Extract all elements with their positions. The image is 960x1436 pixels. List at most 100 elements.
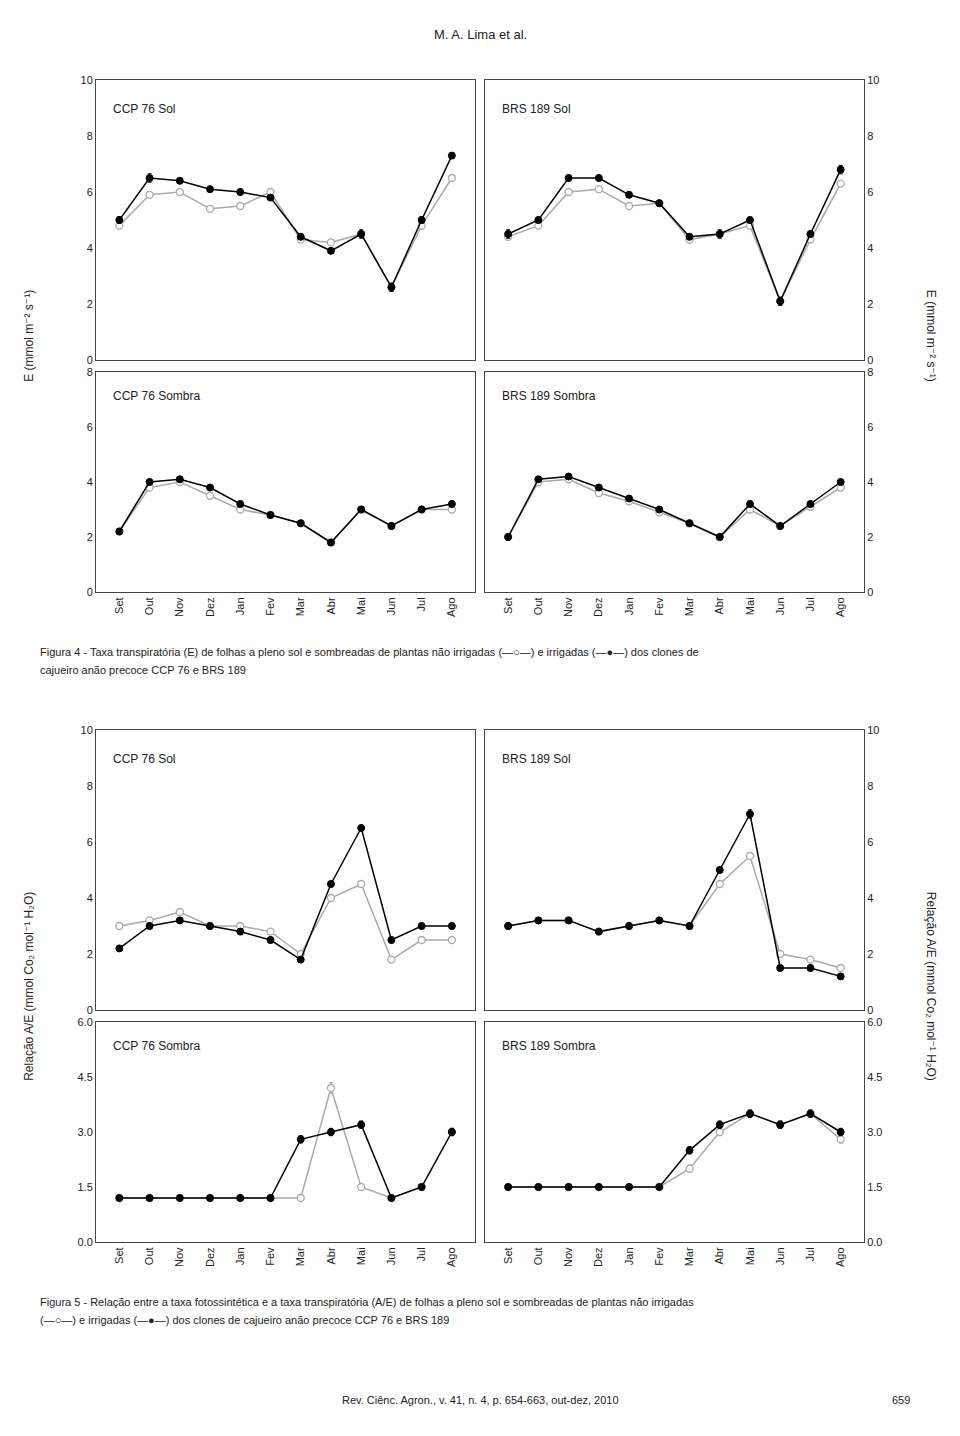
svg-text:E (mmol m⁻² s⁻¹): E (mmol m⁻² s⁻¹) xyxy=(22,290,36,382)
svg-text:Jan: Jan xyxy=(234,597,246,615)
svg-text:Relação A/E (mmol Co₂ mol⁻¹ H₂: Relação A/E (mmol Co₂ mol⁻¹ H₂O) xyxy=(924,892,938,1081)
svg-text:Nov: Nov xyxy=(562,597,574,617)
svg-text:Figura 4 - Taxa transpiratória: Figura 4 - Taxa transpiratória (E) de fo… xyxy=(40,646,699,658)
svg-text:Figura 5 - Relação entre a tax: Figura 5 - Relação entre a taxa fotossin… xyxy=(40,1296,694,1308)
svg-text:Dez: Dez xyxy=(592,1247,604,1267)
svg-text:Jul: Jul xyxy=(415,1247,427,1261)
svg-text:Abr: Abr xyxy=(325,1247,337,1264)
svg-text:Set: Set xyxy=(113,1247,125,1264)
svg-text:Mar: Mar xyxy=(683,1247,695,1266)
svg-text:Fev: Fev xyxy=(653,1247,665,1266)
svg-text:1.5: 1.5 xyxy=(867,1181,882,1193)
svg-text:Jun: Jun xyxy=(385,597,397,615)
svg-text:Ago: Ago xyxy=(834,597,846,617)
svg-text:2: 2 xyxy=(87,298,93,310)
svg-text:4.5: 4.5 xyxy=(78,1071,93,1083)
svg-text:4: 4 xyxy=(87,892,93,904)
svg-text:6: 6 xyxy=(87,186,93,198)
svg-text:Out: Out xyxy=(532,597,544,615)
svg-text:BRS 189 Sombra: BRS 189 Sombra xyxy=(502,389,596,403)
svg-text:CCP 76 Sol: CCP 76 Sol xyxy=(113,752,175,766)
svg-text:Jun: Jun xyxy=(774,597,786,615)
svg-text:cajueiro anão precoce CCP 76 e: cajueiro anão precoce CCP 76 e BRS 189 xyxy=(40,664,246,676)
svg-text:659: 659 xyxy=(892,1394,910,1406)
svg-text:8: 8 xyxy=(87,366,93,378)
svg-text:Nov: Nov xyxy=(173,1247,185,1267)
svg-text:6: 6 xyxy=(87,836,93,848)
svg-text:Jun: Jun xyxy=(774,1247,786,1265)
svg-text:Jun: Jun xyxy=(385,1247,397,1265)
svg-text:0: 0 xyxy=(87,354,93,366)
svg-text:Jan: Jan xyxy=(623,597,635,615)
svg-text:2: 2 xyxy=(867,531,873,543)
svg-text:Mar: Mar xyxy=(294,597,306,616)
svg-text:6: 6 xyxy=(867,421,873,433)
svg-text:3.0: 3.0 xyxy=(78,1126,93,1138)
svg-text:8: 8 xyxy=(867,130,873,142)
svg-text:2: 2 xyxy=(87,948,93,960)
svg-text:Dez: Dez xyxy=(204,597,216,617)
svg-text:8: 8 xyxy=(87,780,93,792)
svg-text:Set: Set xyxy=(113,597,125,614)
svg-text:Set: Set xyxy=(502,1247,514,1264)
svg-text:Dez: Dez xyxy=(592,597,604,617)
svg-text:4: 4 xyxy=(867,476,873,488)
svg-text:Fev: Fev xyxy=(264,597,276,616)
svg-text:Jan: Jan xyxy=(623,1247,635,1265)
svg-text:0: 0 xyxy=(867,586,873,598)
svg-text:Mar: Mar xyxy=(294,1247,306,1266)
svg-text:Dez: Dez xyxy=(204,1247,216,1267)
svg-text:Abr: Abr xyxy=(713,597,725,614)
svg-text:Mai: Mai xyxy=(355,1247,367,1265)
svg-text:8: 8 xyxy=(87,130,93,142)
svg-text:Mai: Mai xyxy=(744,597,756,615)
svg-text:8: 8 xyxy=(867,366,873,378)
svg-text:4: 4 xyxy=(867,242,873,254)
svg-text:0.0: 0.0 xyxy=(78,1236,93,1248)
svg-text:6.0: 6.0 xyxy=(867,1016,882,1028)
svg-text:CCP 76 Sombra: CCP 76 Sombra xyxy=(113,389,200,403)
svg-text:Mar: Mar xyxy=(683,597,695,616)
svg-text:Abr: Abr xyxy=(325,597,337,614)
svg-text:1.5: 1.5 xyxy=(78,1181,93,1193)
svg-text:BRS 189 Sol: BRS 189 Sol xyxy=(502,752,571,766)
svg-text:4: 4 xyxy=(87,476,93,488)
svg-text:Ago: Ago xyxy=(445,1247,457,1267)
svg-text:Jul: Jul xyxy=(804,1247,816,1261)
svg-text:CCP 76 Sombra: CCP 76 Sombra xyxy=(113,1039,200,1053)
svg-text:Nov: Nov xyxy=(173,597,185,617)
svg-text:Fev: Fev xyxy=(264,1247,276,1266)
svg-text:2: 2 xyxy=(867,298,873,310)
svg-text:10: 10 xyxy=(81,724,93,736)
svg-text:6: 6 xyxy=(87,421,93,433)
svg-text:Ago: Ago xyxy=(834,1247,846,1267)
svg-text:E (mmol m⁻² s⁻¹): E (mmol m⁻² s⁻¹) xyxy=(924,290,938,382)
svg-text:Set: Set xyxy=(502,597,514,614)
svg-text:Abr: Abr xyxy=(713,1247,725,1264)
svg-text:Jan: Jan xyxy=(234,1247,246,1265)
svg-text:Mai: Mai xyxy=(744,1247,756,1265)
svg-text:Out: Out xyxy=(143,597,155,615)
svg-text:0: 0 xyxy=(87,586,93,598)
svg-text:3.0: 3.0 xyxy=(867,1126,882,1138)
svg-text:10: 10 xyxy=(81,74,93,86)
svg-text:Out: Out xyxy=(143,1247,155,1265)
svg-text:Fev: Fev xyxy=(653,597,665,616)
svg-text:Jul: Jul xyxy=(415,597,427,611)
svg-text:2: 2 xyxy=(87,531,93,543)
svg-text:4: 4 xyxy=(867,892,873,904)
svg-text:10: 10 xyxy=(867,74,879,86)
svg-text:6.0: 6.0 xyxy=(78,1016,93,1028)
svg-text:0: 0 xyxy=(867,354,873,366)
svg-text:Mai: Mai xyxy=(355,597,367,615)
svg-text:(—○—) e irrigadas (—●—) dos cl: (—○—) e irrigadas (—●—) dos clones de ca… xyxy=(40,1314,449,1326)
svg-text:2: 2 xyxy=(867,948,873,960)
svg-text:CCP 76 Sol: CCP 76 Sol xyxy=(113,102,175,116)
svg-text:6: 6 xyxy=(867,836,873,848)
svg-text:M. A. Lima et al.: M. A. Lima et al. xyxy=(434,27,527,42)
svg-text:0: 0 xyxy=(867,1004,873,1016)
svg-text:Relação A/E (mmol Co₂ mol⁻¹ H₂: Relação A/E (mmol Co₂ mol⁻¹ H₂O) xyxy=(22,892,36,1081)
svg-text:0: 0 xyxy=(87,1004,93,1016)
svg-text:6: 6 xyxy=(867,186,873,198)
svg-text:BRS 189 Sol: BRS 189 Sol xyxy=(502,102,571,116)
